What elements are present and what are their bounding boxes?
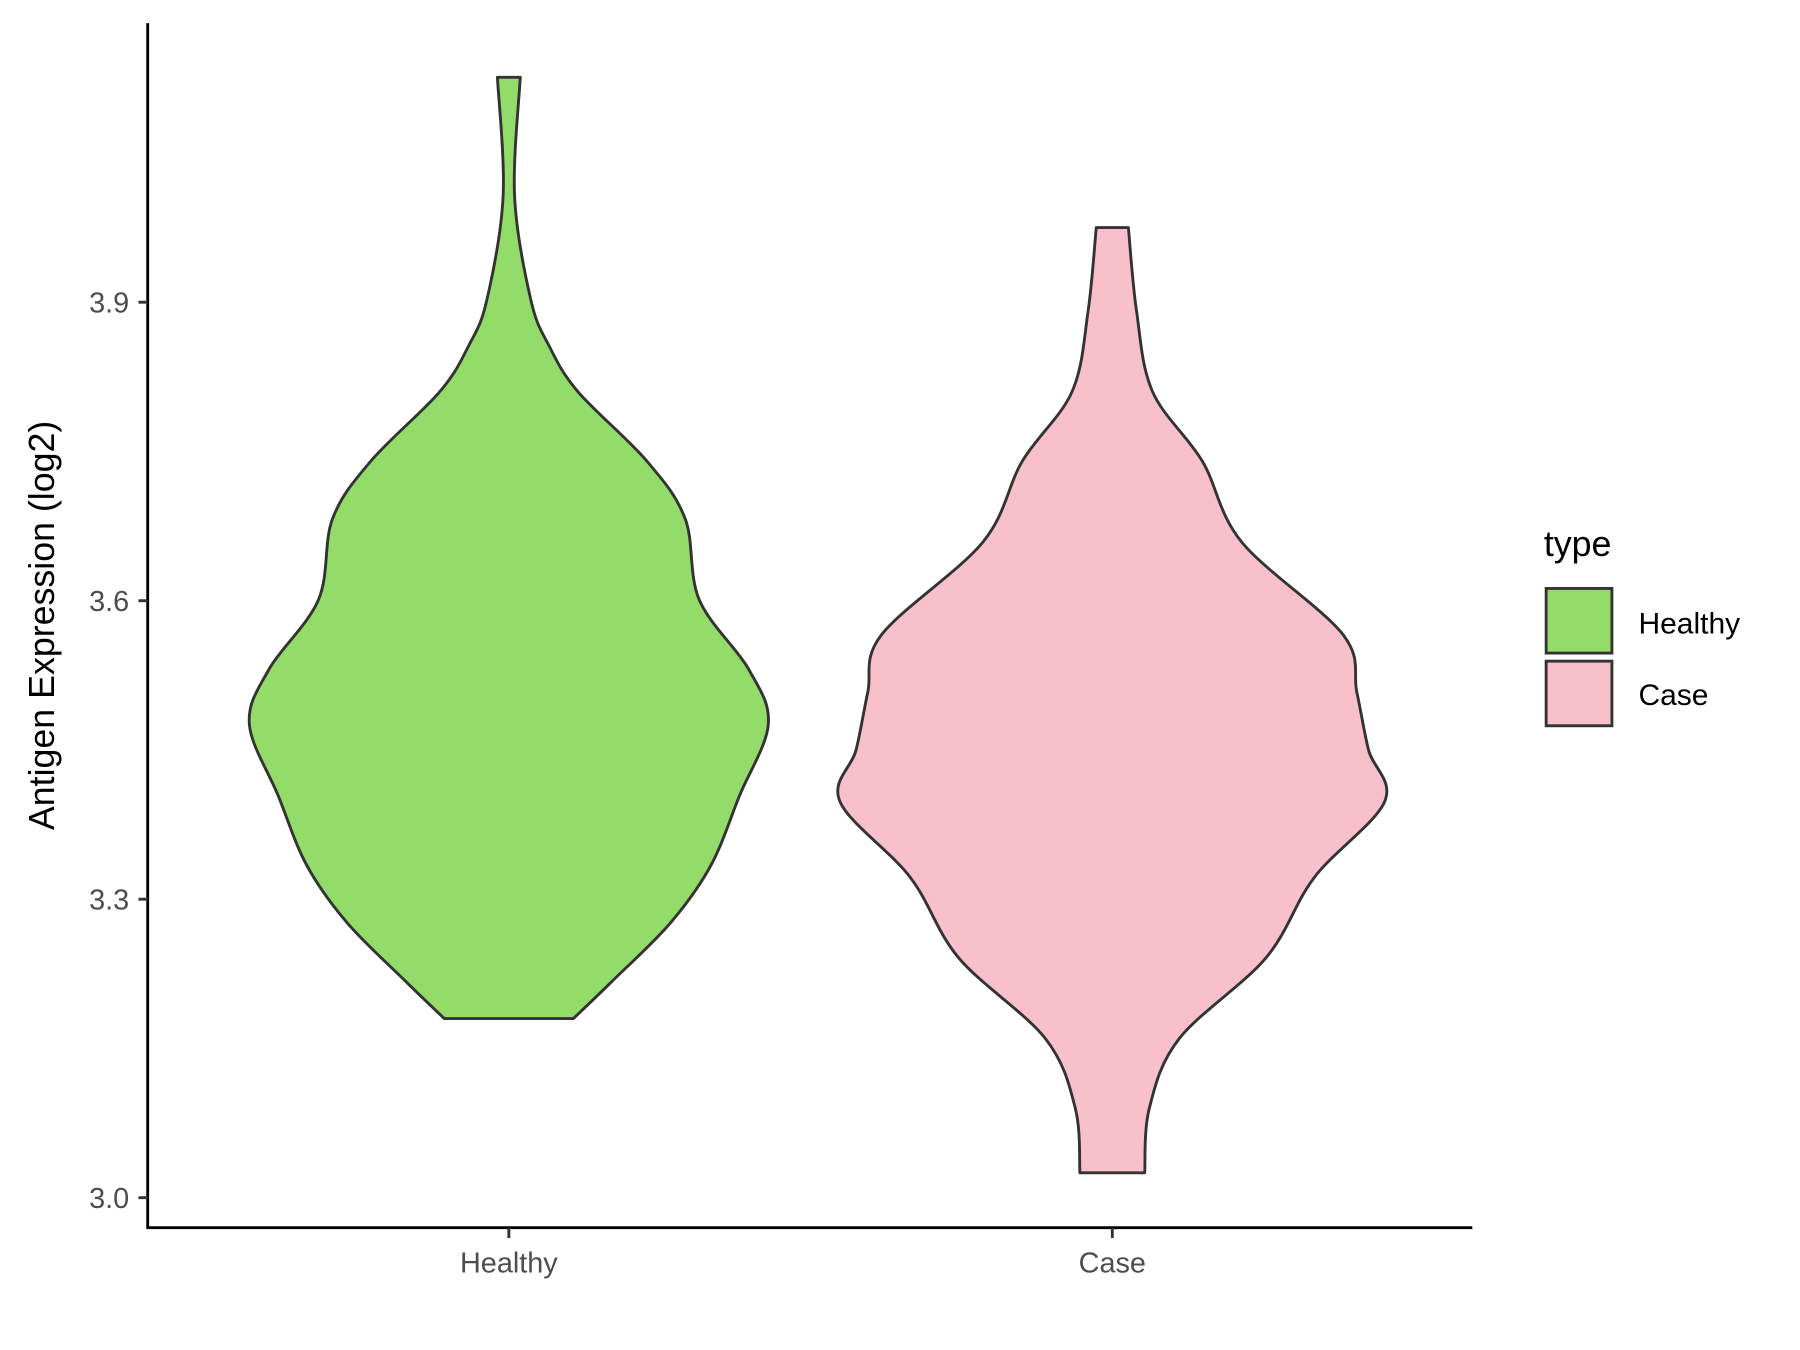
x-tick-label: Healthy bbox=[460, 1248, 558, 1280]
y-tick-label: 3.6 bbox=[89, 586, 129, 618]
legend-label-case: Case bbox=[1638, 679, 1708, 712]
y-tick-label: 3.9 bbox=[89, 288, 129, 320]
y-ticks: 3.0 3.3 3.6 3.9 bbox=[89, 288, 148, 1215]
x-tick-label: Case bbox=[1079, 1248, 1146, 1280]
legend-title: type bbox=[1544, 524, 1612, 564]
legend-key-case bbox=[1544, 659, 1614, 728]
legend-label-healthy: Healthy bbox=[1638, 607, 1740, 640]
y-tick-label: 3.3 bbox=[89, 885, 129, 917]
y-tick-label: 3.0 bbox=[89, 1183, 129, 1215]
legend-key-healthy bbox=[1544, 587, 1614, 655]
y-axis-label: Antigen Expression (log2) bbox=[22, 421, 62, 830]
x-ticks: Healthy Case bbox=[460, 1227, 1146, 1280]
violins bbox=[247, 75, 1389, 1175]
legend: type Healthy Case bbox=[1544, 524, 1740, 728]
violin-case bbox=[836, 226, 1389, 1175]
violin-healthy bbox=[247, 75, 770, 1021]
